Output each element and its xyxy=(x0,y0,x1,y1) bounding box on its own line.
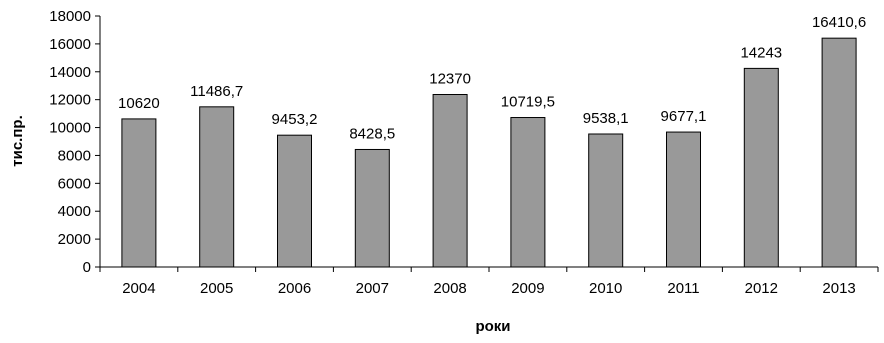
x-ticks: 2004 2005 2006 2007 2008 2009 2010 2011 2012 2013 xyxy=(99,267,879,297)
bars-layer xyxy=(121,37,857,268)
data-label: 9453,2 xyxy=(272,111,318,128)
data-label: 14243 xyxy=(740,44,782,61)
y-tick-label: 12000 xyxy=(49,92,91,109)
bar-2004 xyxy=(121,118,157,268)
x-tick-label: 2005 xyxy=(200,280,233,297)
y-tick-label: 0 xyxy=(83,259,91,276)
x-tick-label: 2007 xyxy=(356,280,389,297)
y-tick-label: 4000 xyxy=(58,203,91,220)
data-label: 9538,1 xyxy=(583,110,629,127)
y-ticks: 0 2000 4000 6000 8000 10000 12000 14000 16000 180… xyxy=(49,8,100,276)
y-tick-label: 18000 xyxy=(49,8,91,25)
data-labels: 10620 11486,7 9453,2 8428,5 12370 10719,5 9538… xyxy=(118,14,866,142)
data-label: 10620 xyxy=(118,95,160,112)
bar-2010 xyxy=(588,133,624,268)
bar-2013 xyxy=(821,37,857,268)
y-tick-label: 6000 xyxy=(58,175,91,192)
bar-2007 xyxy=(354,148,390,268)
y-tick-label: 2000 xyxy=(58,231,91,248)
y-tick-label: 14000 xyxy=(49,64,91,81)
y-tick-label: 16000 xyxy=(49,36,91,53)
y-tick-label: 10000 xyxy=(49,120,91,137)
x-tick-label: 2013 xyxy=(822,280,855,297)
bar-2011 xyxy=(666,131,701,268)
data-label: 9677,1 xyxy=(661,108,707,125)
y-axis-title: тис.пр. xyxy=(9,115,26,166)
x-tick-label: 2009 xyxy=(511,280,544,297)
x-tick-label: 2012 xyxy=(745,280,778,297)
data-label: 16410,6 xyxy=(812,14,866,31)
bar-2009 xyxy=(510,117,546,268)
x-tick-label: 2006 xyxy=(278,280,311,297)
data-label: 10719,5 xyxy=(501,94,555,111)
bar-2006 xyxy=(277,134,312,268)
data-label: 8428,5 xyxy=(349,125,395,142)
bar-2005 xyxy=(199,106,235,268)
x-axis-title: роки xyxy=(475,318,510,335)
bar-2012 xyxy=(743,67,779,268)
x-tick-label: 2010 xyxy=(589,280,622,297)
bar-2008 xyxy=(432,94,468,268)
data-label: 11486,7 xyxy=(190,83,243,100)
x-tick-label: 2008 xyxy=(433,280,466,297)
y-tick-label: 8000 xyxy=(58,147,91,164)
x-tick-label: 2004 xyxy=(122,280,155,297)
data-label: 12370 xyxy=(429,71,471,88)
x-tick-label: 2011 xyxy=(667,280,699,297)
